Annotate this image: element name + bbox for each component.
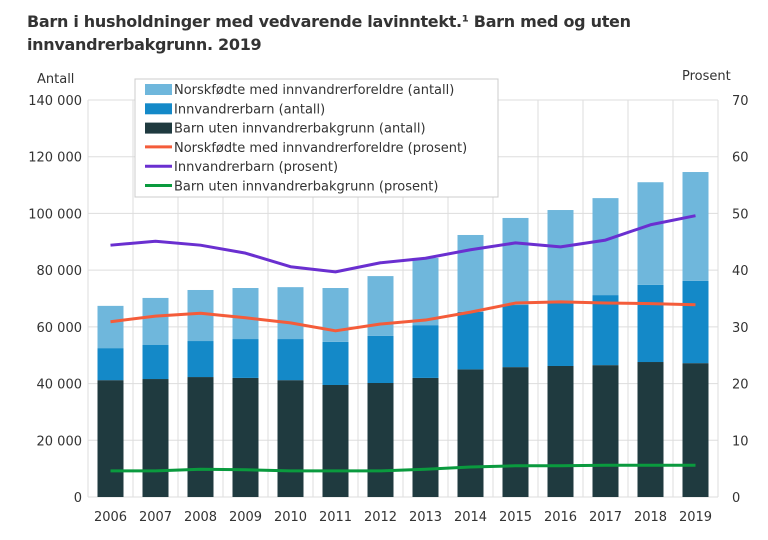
legend-swatch: [145, 84, 172, 95]
legend-label: Barn uten innvandrerbakgrunn (antall): [174, 122, 426, 137]
y-left-tick: 20 000: [37, 434, 83, 449]
bar-1-2007: [142, 345, 169, 380]
bar-0-2014: [457, 369, 484, 497]
x-tick: 2012: [364, 510, 397, 525]
x-tick: 2018: [634, 510, 667, 525]
bar-2-2006: [97, 305, 124, 349]
legend-label: Innvandrerbarn (antall): [174, 102, 325, 117]
x-tick: 2017: [589, 510, 622, 525]
bar-0-2007: [142, 379, 169, 497]
bar-1-2015: [502, 305, 529, 368]
legend-label: Norskfødte med innvandrerforeldre (prose…: [174, 141, 467, 156]
bar-2-2015: [502, 217, 529, 306]
x-tick: 2014: [454, 510, 487, 525]
legend-box: [134, 78, 499, 198]
x-tick: 2013: [409, 510, 442, 525]
y-left-tick: 100 000: [28, 207, 82, 222]
bar-1-2008: [187, 341, 214, 378]
bar-2-2013: [412, 257, 439, 326]
bar-2-2017: [592, 198, 619, 296]
bar-2-2010: [277, 287, 304, 340]
y-right-tick: 70: [732, 94, 749, 109]
x-tick: 2007: [139, 510, 172, 525]
bar-1-2018: [637, 284, 664, 363]
x-tick: 2016: [544, 510, 577, 525]
bar-1-2010: [277, 339, 304, 381]
y-left-tick: 120 000: [28, 151, 82, 166]
bar-0-2019: [682, 363, 709, 497]
y-left-label: Antall: [37, 72, 74, 87]
bar-2-2007: [142, 297, 169, 346]
bar-0-2017: [592, 365, 619, 497]
bar-1-2019: [682, 280, 709, 364]
bar-0-2008: [187, 377, 214, 497]
bar-0-2016: [547, 365, 574, 497]
bar-0-2011: [322, 384, 349, 497]
bar-0-2012: [367, 383, 394, 497]
legend-label: Barn uten innvandrerbakgrunn (prosent): [174, 180, 438, 195]
y-right-tick: 10: [732, 434, 749, 449]
bar-2-2011: [322, 288, 349, 342]
bar-2-2012: [367, 276, 394, 336]
bar-0-2018: [637, 362, 664, 497]
bar-0-2009: [232, 377, 259, 497]
x-tick: 2008: [184, 510, 217, 525]
y-right-tick: 50: [732, 207, 749, 222]
legend-label: Innvandrerbarn (prosent): [174, 160, 338, 175]
bar-1-2006: [97, 348, 124, 381]
x-tick: 2019: [679, 510, 712, 525]
bar-2-2018: [637, 182, 664, 285]
y-right-label: Prosent: [682, 69, 731, 84]
bar-2-2014: [457, 234, 484, 312]
y-left-tick: 140 000: [28, 94, 82, 109]
bar-1-2013: [412, 325, 439, 378]
bar-0-2015: [502, 367, 529, 497]
chart-title: Barn i husholdninger med vedvarende lavi…: [27, 12, 631, 54]
x-tick: 2011: [319, 510, 352, 525]
y-right-tick: 30: [732, 321, 749, 336]
bar-1-2011: [322, 341, 349, 385]
y-left-tick: 0: [74, 491, 82, 506]
bar-1-2017: [592, 295, 619, 366]
legend-swatch: [145, 103, 172, 115]
line-series-0: [110, 300, 696, 333]
x-tick: 2015: [499, 510, 532, 525]
y-right-tick: 60: [732, 151, 749, 166]
bar-0-2010: [277, 380, 304, 497]
y-left-tick: 60 000: [37, 321, 83, 336]
bar-1-2009: [232, 339, 259, 378]
x-tick: 2010: [274, 510, 307, 525]
bar-1-2012: [367, 335, 394, 384]
legend-label: Norskfødte med innvandrerforeldre (antal…: [174, 83, 454, 98]
line-series-2: [110, 463, 696, 473]
y-left-tick: 40 000: [37, 378, 83, 393]
bar-1-2016: [547, 303, 574, 366]
bar-0-2006: [97, 380, 124, 497]
bar-0-2013: [412, 377, 439, 497]
line-series-1: [110, 214, 696, 274]
x-tick: 2006: [94, 510, 127, 525]
x-tick: 2009: [229, 510, 262, 525]
y-right-tick: 0: [732, 491, 740, 506]
bar-2-2019: [682, 172, 709, 281]
bar-1-2014: [457, 311, 484, 370]
y-right-tick: 20: [732, 378, 749, 393]
legend-swatch: [145, 122, 172, 134]
bar-2-2009: [232, 288, 259, 340]
y-right-tick: 40: [732, 264, 749, 279]
y-left-tick: 80 000: [37, 264, 83, 279]
bar-2-2016: [547, 210, 574, 304]
